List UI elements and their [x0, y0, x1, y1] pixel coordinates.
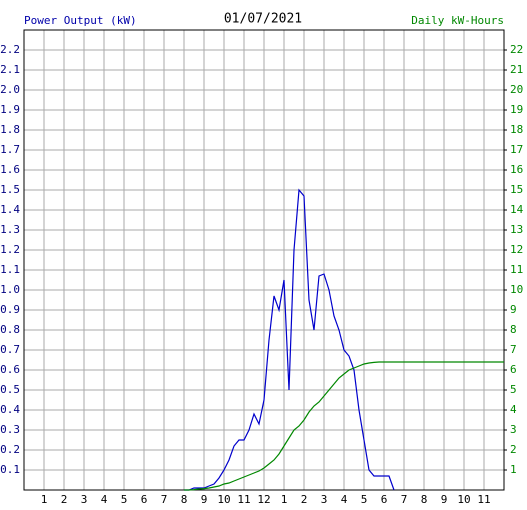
x-tick-label: 1 [281, 493, 288, 506]
plot-border [23, 29, 505, 491]
x-tick-label: 10 [457, 493, 470, 506]
y-tick-label: 0.6 [0, 363, 20, 376]
y-tick-label: 2.2 [0, 43, 20, 56]
y-tick-label: 1.7 [0, 143, 20, 156]
y-tick-label: 0.1 [0, 463, 20, 476]
y2-tick-label: 15 [510, 183, 523, 196]
x-tick-label: 3 [81, 493, 88, 506]
y-tick-label: 0.9 [0, 303, 20, 316]
x-tick-label: 5 [121, 493, 128, 506]
y2-tick-label: 1 [510, 463, 517, 476]
x-tick-label: 8 [181, 493, 188, 506]
series-line [184, 361, 504, 491]
y-tick-label: 0.3 [0, 423, 20, 436]
y-tick-label: 1.8 [0, 123, 20, 136]
x-tick-label: 8 [421, 493, 428, 506]
x-tick-label: 10 [217, 493, 230, 506]
left-axis-title: Power Output (kW) [24, 14, 137, 27]
y2-tick-label: 13 [510, 223, 523, 236]
y2-tick-label: 21 [510, 63, 523, 76]
y-tick-label: 1.5 [0, 183, 20, 196]
y2-tick-label: 16 [510, 163, 523, 176]
x-tick-label: 4 [101, 493, 108, 506]
x-tick-label: 5 [361, 493, 368, 506]
chart-title: 01/07/2021 [224, 12, 302, 27]
y2-tick-label: 4 [510, 403, 517, 416]
x-tick-label: 9 [201, 493, 208, 506]
x-tick-label: 11 [237, 493, 250, 506]
x-tick-label: 11 [477, 493, 490, 506]
y-tick-label: 0.5 [0, 383, 20, 396]
y2-tick-label: 20 [510, 83, 523, 96]
y2-tick-label: 5 [510, 383, 517, 396]
x-tick-label: 6 [381, 493, 388, 506]
y2-tick-label: 19 [510, 103, 523, 116]
y-tick-label: 1.4 [0, 203, 20, 216]
x-tick-label: 12 [257, 493, 270, 506]
x-tick-label: 3 [321, 493, 328, 506]
y-tick-label: 0.2 [0, 443, 20, 456]
x-tick-label: 6 [141, 493, 148, 506]
y2-tick-label: 22 [510, 43, 523, 56]
right-axis-title: Daily kW-Hours [411, 14, 504, 27]
series-line [184, 188, 395, 491]
y-tick-label: 0.8 [0, 323, 20, 336]
y2-tick-label: 10 [510, 283, 523, 296]
y-tick-label: 0.4 [0, 403, 20, 416]
x-tick-label: 2 [301, 493, 308, 506]
y2-tick-label: 14 [510, 203, 524, 216]
y2-tick-label: 6 [510, 363, 517, 376]
y2-tick-label: 3 [510, 423, 517, 436]
y-tick-label: 1.2 [0, 243, 20, 256]
y-tick-label: 0.7 [0, 343, 20, 356]
y-tick-label: 1.9 [0, 103, 20, 116]
y-tick-label: 2.1 [0, 63, 20, 76]
y-tick-label: 1.0 [0, 283, 20, 296]
y2-tick-label: 18 [510, 123, 523, 136]
x-tick-label: 4 [341, 493, 348, 506]
y-tick-label: 2.0 [0, 83, 20, 96]
y-tick-label: 1.1 [0, 263, 20, 276]
x-tick-label: 9 [441, 493, 448, 506]
y-tick-label: 1.3 [0, 223, 20, 236]
y2-tick-label: 11 [510, 263, 523, 276]
y2-tick-label: 7 [510, 343, 517, 356]
y2-tick-label: 12 [510, 243, 523, 256]
y2-tick-label: 2 [510, 443, 517, 456]
x-tick-label: 7 [161, 493, 168, 506]
x-tick-label: 2 [61, 493, 68, 506]
x-tick-label: 1 [41, 493, 48, 506]
y2-tick-label: 9 [510, 303, 517, 316]
y2-tick-label: 17 [510, 143, 523, 156]
x-tick-label: 7 [401, 493, 408, 506]
y2-tick-label: 8 [510, 323, 517, 336]
y-tick-label: 1.6 [0, 163, 20, 176]
